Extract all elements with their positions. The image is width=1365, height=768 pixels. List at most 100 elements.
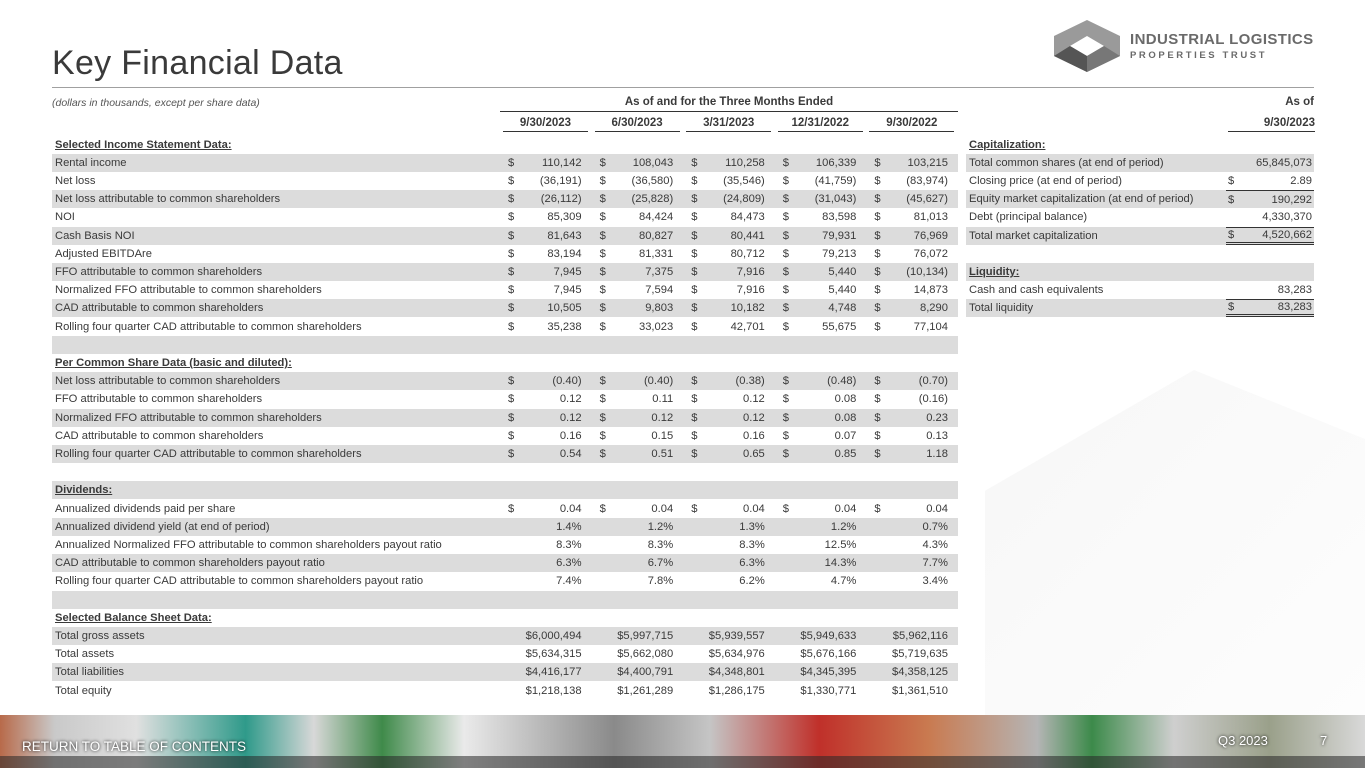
row-label: FFO attributable to common shareholders (55, 393, 263, 406)
value-cell: $10,505 (500, 299, 592, 317)
cell-value: 8.3% (556, 538, 582, 551)
section-heading: Dividends: (55, 484, 113, 497)
currency-symbol: $ (508, 429, 515, 442)
table-row (52, 590, 958, 609)
cell-value: 84,473 (730, 211, 765, 224)
currency-symbol: $ (691, 284, 698, 297)
value-cell: $79,213 (775, 245, 867, 263)
value-cell: $0.12 (683, 390, 775, 408)
table-row: Total common shares (at end of period) 65… (966, 153, 1314, 172)
currency-symbol: $ (782, 502, 790, 515)
cell-value: 85,309 (547, 211, 582, 224)
value-cell: $8,290 (866, 299, 958, 317)
currency-symbol: $ (508, 320, 515, 333)
currency-symbol: $ (691, 502, 698, 515)
section-heading: Capitalization: (969, 138, 1046, 151)
cell-value: 7.7% (922, 557, 948, 570)
currency-symbol: $ (874, 375, 881, 388)
currency-symbol: $ (782, 411, 790, 424)
value-cell: $190,292 (1226, 190, 1314, 208)
quarter-label: Q3 2023 (1218, 733, 1268, 748)
table-row: CAD attributable to common shareholders $… (52, 427, 958, 445)
currency-symbol: $ (874, 302, 881, 315)
cell-value: (41,759) (814, 174, 857, 187)
value-cell: $1,330,771 (775, 682, 867, 700)
currency-symbol: $ (599, 375, 606, 388)
value-cell: $0.12 (683, 409, 775, 427)
table-row: FFO attributable to common shareholders $… (52, 390, 958, 408)
currency-symbol: $ (691, 247, 698, 260)
value-cell: $83,194 (500, 245, 592, 263)
cell-value: 7,594 (645, 284, 674, 297)
cell-value: 3.4% (922, 575, 948, 588)
value-cell: $ (41,759) (775, 172, 867, 190)
cell-value: $4,358,125 (891, 666, 948, 679)
cell-value: $4,348,801 (708, 666, 765, 679)
background-shape (985, 370, 1365, 715)
value-cell: 6.2% (683, 572, 775, 590)
cell-value: 33,023 (638, 320, 674, 333)
cell-value: 1.18 (926, 447, 948, 460)
cell-value: 77,104 (913, 320, 948, 333)
cell-value: 83,283 (1277, 301, 1312, 314)
cell-value: (24,809) (723, 193, 765, 206)
row-label: CAD attributable to common shareholders (55, 302, 264, 315)
value-cell: $10,182 (683, 299, 775, 317)
value-cell: $0.16 (683, 427, 775, 445)
currency-symbol: $ (599, 156, 606, 169)
value-cell: $5,662,080 (592, 645, 684, 663)
row-label: CAD attributable to common shareholders (55, 429, 264, 442)
cell-value: 83,194 (547, 247, 582, 260)
value-cell: 65,845,073 (1226, 154, 1314, 172)
table-row: Net loss attributable to common sharehol… (52, 372, 958, 391)
return-to-toc-link[interactable]: RETURN TO TABLE OF CONTENTS (22, 739, 247, 754)
value-cell: $ (83,974) (866, 172, 958, 190)
cell-value: 103,215 (907, 156, 948, 169)
logo-line1: INDUSTRIAL LOGISTICS (1130, 31, 1314, 48)
value-cell: $5,634,315 (500, 645, 592, 663)
currency-symbol: $ (874, 193, 881, 206)
currency-symbol: $ (874, 174, 881, 187)
value-cell: $0.23 (866, 409, 958, 427)
value-cell: 1.2% (592, 518, 684, 536)
cell-value: 0.13 (926, 429, 948, 442)
row-label: Rolling four quarter CAD attributable to… (55, 447, 362, 460)
currency-symbol: $ (691, 174, 698, 187)
cell-value: 0.51 (651, 447, 674, 460)
cell-value: $1,361,510 (891, 684, 948, 697)
value-cell: $5,719,635 (866, 645, 958, 663)
cell-value: 4.7% (830, 575, 857, 588)
table-row: Rolling four quarter CAD attributable to… (52, 318, 958, 336)
currency-symbol: $ (508, 174, 515, 187)
value-cell: $ (10,134) (866, 263, 958, 281)
cell-value: $5,939,557 (708, 629, 765, 642)
cell-value: 1.4% (556, 520, 582, 533)
value-cell: $ (45,627) (866, 190, 958, 208)
currency-symbol: $ (874, 502, 881, 515)
row-label: Rolling four quarter CAD attributable to… (55, 575, 424, 588)
cell-value: 0.11 (652, 393, 674, 406)
table-row: Rolling four quarter CAD attributable to… (52, 572, 958, 590)
value-cell: $5,634,976 (683, 645, 775, 663)
cell-value: 76,969 (913, 229, 948, 242)
currency-symbol: $ (691, 229, 698, 242)
row-label: CAD attributable to common shareholders … (55, 557, 325, 570)
cell-value: 0.04 (559, 502, 582, 515)
value-cell: $1,361,510 (866, 682, 958, 700)
value-cell: $83,283 (1226, 299, 1314, 318)
table-row (52, 335, 958, 354)
cell-value: 81,013 (913, 211, 948, 224)
value-cell: $7,375 (592, 263, 684, 281)
cell-value: 0.04 (651, 502, 674, 515)
currency-symbol: $ (599, 247, 606, 260)
value-cell: $42,701 (683, 318, 775, 336)
row-label: Total gross assets (55, 629, 145, 642)
currency-symbol: $ (599, 284, 606, 297)
section-heading-row: Dividends: (52, 481, 958, 500)
row-label: Rental income (55, 156, 127, 169)
value-cell: 4,330,370 (1226, 208, 1314, 226)
table-row: CAD attributable to common shareholders $… (52, 299, 958, 318)
currency-symbol: $ (691, 375, 698, 388)
row-label: Total equity (55, 684, 112, 697)
value-cell: $5,949,633 (775, 627, 867, 645)
